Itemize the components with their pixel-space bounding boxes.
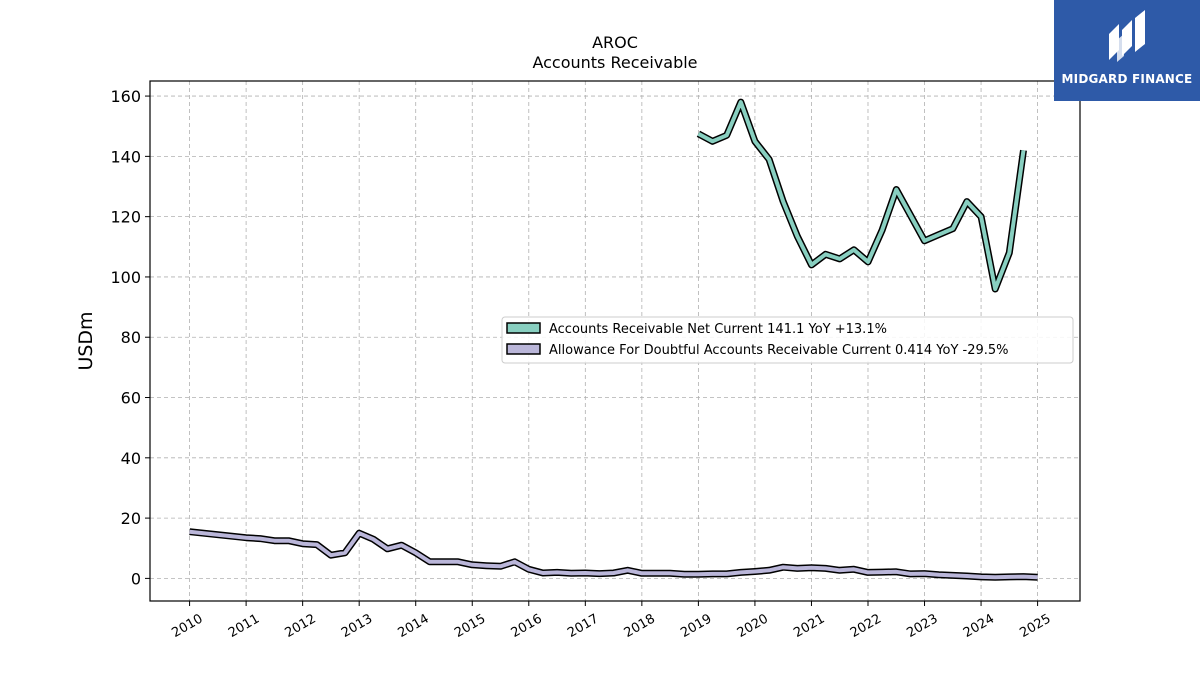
y-tick-label: 40 — [121, 449, 141, 468]
y-axis-label: USDm — [75, 311, 97, 370]
x-tick-label: 2023 — [904, 611, 940, 641]
legend-swatch-1 — [506, 343, 541, 355]
x-tick-label: 2019 — [678, 611, 714, 641]
x-tick-label: 2016 — [509, 611, 545, 641]
series-outline-0 — [696, 98, 1027, 293]
y-tick-label: 140 — [110, 147, 141, 166]
x-tick-label: 2012 — [282, 611, 318, 641]
x-tick-label: 2010 — [169, 611, 205, 641]
brand-logo: MIDGARD FINANCE — [1054, 0, 1200, 101]
legend: Accounts Receivable Net Current 141.1 Yo… — [501, 316, 1074, 364]
legend-label-1: Allowance For Doubtful Accounts Receivab… — [549, 343, 1009, 358]
x-tick-label: 2020 — [735, 611, 771, 641]
y-tick-label: 80 — [121, 328, 141, 347]
y-tick-label: 0 — [131, 569, 141, 588]
series-lines — [189, 98, 1038, 581]
brand-name: MIDGARD FINANCE — [1061, 72, 1193, 86]
y-axis: 0 20 40 60 80 100 120 140 160 — [110, 87, 150, 588]
x-tick-label: 2011 — [226, 611, 262, 641]
x-tick-label: 2013 — [339, 611, 375, 641]
chart-title: AROC — [592, 33, 638, 52]
x-tick-label: 2022 — [848, 611, 884, 641]
series-line-0 — [697, 100, 1026, 291]
x-tick-label: 2015 — [452, 611, 488, 641]
legend-swatch-0 — [506, 322, 541, 334]
x-tick-label: 2014 — [396, 611, 432, 641]
midgard-logo-icon — [1109, 10, 1145, 62]
y-tick-label: 100 — [110, 268, 141, 287]
x-tick-label: 2025 — [1017, 611, 1053, 641]
y-tick-label: 120 — [110, 208, 141, 227]
x-tick-label: 2024 — [961, 611, 997, 641]
x-tick-label: 2021 — [791, 611, 827, 641]
x-axis: 2010 2011 2012 2013 2014 2015 2016 2017 2018 2019… — [169, 601, 1054, 641]
y-tick-label: 20 — [121, 509, 141, 528]
legend-frame — [501, 316, 1074, 364]
series-outline-1 — [189, 528, 1038, 581]
series-line-1 — [189, 529, 1038, 580]
y-tick-label: 160 — [110, 87, 141, 106]
legend-label-0: Accounts Receivable Net Current 141.1 Yo… — [549, 322, 887, 337]
y-tick-label: 60 — [121, 389, 141, 408]
x-tick-label: 2018 — [622, 611, 658, 641]
plot-frame — [149, 80, 1081, 602]
x-tick-label: 2017 — [565, 611, 601, 641]
chart-subtitle: Accounts Receivable — [532, 53, 697, 72]
